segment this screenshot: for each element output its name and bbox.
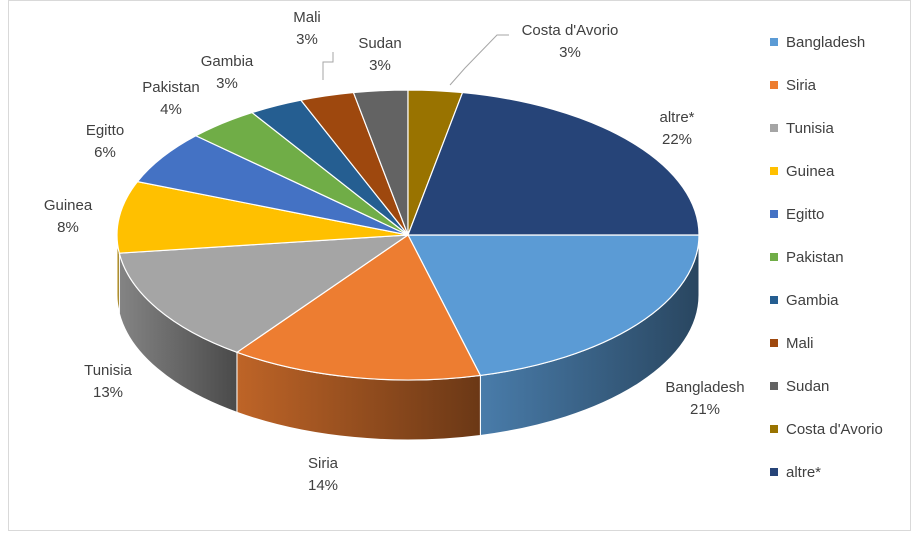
legend-label-bangladesh: Bangladesh bbox=[786, 34, 865, 51]
legend-label-tunisia: Tunisia bbox=[786, 120, 834, 137]
pie-slice-tunisia bbox=[118, 234, 411, 353]
data-label-altre-: altre* 22% bbox=[659, 109, 694, 148]
data-label-tunisia: Tunisia 13% bbox=[84, 362, 132, 401]
legend-label-guinea: Guinea bbox=[786, 163, 835, 180]
pie-side-group bbox=[116, 234, 700, 441]
legend-swatch-bangladesh bbox=[770, 38, 778, 46]
legend-swatch-costa-d-avorio bbox=[770, 425, 778, 433]
data-label-gambia: Gambia 3% bbox=[201, 53, 254, 92]
legend-swatch-tunisia bbox=[770, 124, 778, 132]
legend-label-pakistan: Pakistan bbox=[786, 249, 844, 266]
legend-label-egitto: Egitto bbox=[786, 206, 824, 223]
legend-label-sudan: Sudan bbox=[786, 378, 829, 395]
data-label-bangladesh: Bangladesh 21% bbox=[665, 379, 744, 418]
legend-label-mali: Mali bbox=[786, 335, 814, 352]
legend-swatch-egitto bbox=[770, 210, 778, 218]
data-label-guinea: Guinea 8% bbox=[44, 197, 93, 236]
legend-swatch-sudan bbox=[770, 382, 778, 390]
pie-slice-siria bbox=[235, 234, 482, 381]
pie-top-group bbox=[116, 89, 700, 381]
leader-line-mali bbox=[322, 52, 334, 80]
legend-swatch-mali bbox=[770, 339, 778, 347]
legend-label-altre-: altre* bbox=[786, 464, 821, 481]
legend-label-costa-d-avorio: Costa d'Avorio bbox=[786, 421, 883, 438]
legend-swatch-siria bbox=[770, 81, 778, 89]
pie-slice-altre- bbox=[407, 91, 700, 236]
data-label-costa-d-avorio: Costa d'Avorio 3% bbox=[522, 22, 619, 61]
legend-swatch-guinea bbox=[770, 167, 778, 175]
legend-label-siria: Siria bbox=[786, 77, 817, 94]
data-label-pakistan: Pakistan 4% bbox=[142, 79, 200, 118]
legend: Bangladesh Siria Tunisia Guinea Egitto Pakist… bbox=[770, 34, 883, 481]
data-label-sudan: Sudan 3% bbox=[358, 35, 401, 74]
legend-swatch-gambia bbox=[770, 296, 778, 304]
data-label-mali: Mali 3% bbox=[293, 9, 321, 48]
leader-line-costa-d-avorio bbox=[449, 34, 509, 86]
pie-slice-bangladesh bbox=[407, 234, 700, 377]
legend-swatch-altre- bbox=[770, 468, 778, 476]
legend-label-gambia: Gambia bbox=[786, 292, 839, 309]
legend-swatch-pakistan bbox=[770, 253, 778, 261]
data-label-egitto: Egitto 6% bbox=[86, 122, 124, 161]
pie-slice-guinea bbox=[116, 180, 409, 254]
data-label-siria: Siria 14% bbox=[308, 455, 339, 494]
